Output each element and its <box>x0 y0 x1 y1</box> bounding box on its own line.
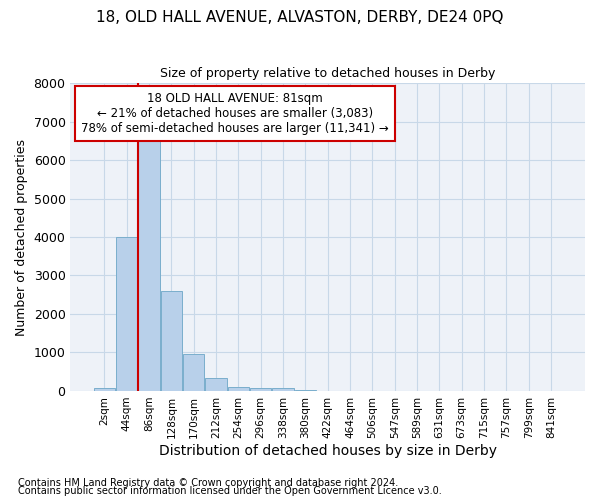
Text: 18 OLD HALL AVENUE: 81sqm
← 21% of detached houses are smaller (3,083)
78% of se: 18 OLD HALL AVENUE: 81sqm ← 21% of detac… <box>81 92 389 136</box>
Text: Contains HM Land Registry data © Crown copyright and database right 2024.: Contains HM Land Registry data © Crown c… <box>18 478 398 488</box>
Bar <box>94 388 115 391</box>
Bar <box>250 388 271 391</box>
Bar <box>139 137 160 391</box>
Title: Size of property relative to detached houses in Derby: Size of property relative to detached ho… <box>160 68 496 80</box>
Text: Contains public sector information licensed under the Open Government Licence v3: Contains public sector information licen… <box>18 486 442 496</box>
Text: 18, OLD HALL AVENUE, ALVASTON, DERBY, DE24 0PQ: 18, OLD HALL AVENUE, ALVASTON, DERBY, DE… <box>96 10 504 25</box>
Bar <box>205 378 227 391</box>
Bar <box>161 291 182 391</box>
Bar <box>183 354 205 391</box>
Y-axis label: Number of detached properties: Number of detached properties <box>15 138 28 336</box>
Bar <box>295 390 316 391</box>
X-axis label: Distribution of detached houses by size in Derby: Distribution of detached houses by size … <box>159 444 497 458</box>
Bar <box>116 237 137 391</box>
Bar <box>272 388 293 391</box>
Bar <box>228 386 249 391</box>
